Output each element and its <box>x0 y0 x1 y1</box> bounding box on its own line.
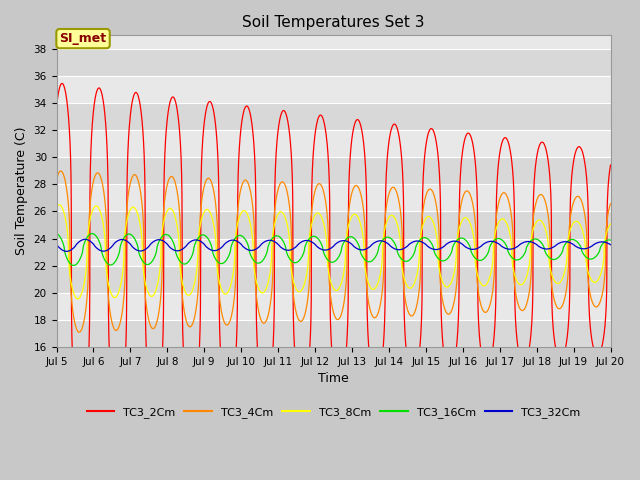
TC3_2Cm <box>58 81 66 86</box>
TC3_4Cm <box>149 326 157 332</box>
TC3_8Cm <box>52 204 60 210</box>
TC3_2Cm <box>607 162 614 168</box>
TC3_16Cm <box>149 258 157 264</box>
Bar <box>56 293 611 320</box>
Line: TC3_8Cm: TC3_8Cm <box>56 205 611 299</box>
TC3_8Cm <box>149 293 157 299</box>
TC3_32Cm <box>63 249 70 254</box>
TC3_32Cm <box>149 239 157 245</box>
TC3_16Cm <box>266 241 273 247</box>
TC3_8Cm <box>116 285 124 290</box>
TC3_16Cm <box>289 259 297 265</box>
Line: TC3_4Cm: TC3_4Cm <box>56 171 611 332</box>
TC3_4Cm <box>76 329 83 335</box>
Line: TC3_2Cm: TC3_2Cm <box>56 84 611 419</box>
TC3_2Cm <box>52 104 60 110</box>
TC3_16Cm <box>116 246 124 252</box>
Line: TC3_16Cm: TC3_16Cm <box>56 233 611 265</box>
TC3_32Cm <box>266 238 273 243</box>
TC3_32Cm <box>52 241 60 247</box>
TC3_4Cm <box>607 201 614 206</box>
TC3_16Cm <box>536 239 544 244</box>
TC3_4Cm <box>52 177 60 182</box>
TC3_4Cm <box>596 300 604 305</box>
TC3_2Cm <box>536 141 544 146</box>
Bar <box>56 130 611 157</box>
Y-axis label: Soil Temperature (C): Soil Temperature (C) <box>15 127 28 255</box>
TC3_2Cm <box>116 406 124 412</box>
Line: TC3_32Cm: TC3_32Cm <box>56 240 611 252</box>
TC3_4Cm <box>536 192 544 197</box>
TC3_32Cm <box>81 237 89 242</box>
TC3_4Cm <box>57 168 65 174</box>
TC3_16Cm <box>52 230 60 236</box>
TC3_4Cm <box>266 307 273 313</box>
TC3_16Cm <box>596 247 604 253</box>
Bar <box>56 103 611 130</box>
Bar <box>56 184 611 212</box>
Bar <box>56 157 611 184</box>
Title: Soil Temperatures Set 3: Soil Temperatures Set 3 <box>243 15 425 30</box>
TC3_2Cm <box>266 382 273 388</box>
TC3_8Cm <box>607 221 614 227</box>
TC3_32Cm <box>289 246 297 252</box>
TC3_8Cm <box>266 275 273 280</box>
TC3_2Cm <box>149 405 157 411</box>
TC3_32Cm <box>536 244 544 250</box>
TC3_4Cm <box>289 292 297 298</box>
TC3_4Cm <box>116 320 124 326</box>
Bar <box>56 36 611 49</box>
TC3_32Cm <box>596 239 604 245</box>
TC3_16Cm <box>70 263 77 268</box>
TC3_2Cm <box>289 314 297 320</box>
TC3_8Cm <box>536 217 544 223</box>
Bar <box>56 239 611 265</box>
Legend: TC3_2Cm, TC3_4Cm, TC3_8Cm, TC3_16Cm, TC3_32Cm: TC3_2Cm, TC3_4Cm, TC3_8Cm, TC3_16Cm, TC3… <box>82 402 585 422</box>
TC3_16Cm <box>607 237 614 243</box>
Bar <box>56 49 611 76</box>
TC3_8Cm <box>74 296 82 302</box>
TC3_32Cm <box>116 237 124 243</box>
X-axis label: Time: Time <box>318 372 349 385</box>
Bar <box>56 320 611 347</box>
TC3_2Cm <box>596 350 604 356</box>
TC3_8Cm <box>56 202 63 208</box>
Bar <box>56 76 611 103</box>
Bar <box>56 265 611 293</box>
Text: SI_met: SI_met <box>60 32 107 45</box>
TC3_2Cm <box>77 416 84 421</box>
TC3_32Cm <box>607 242 614 248</box>
TC3_8Cm <box>596 273 604 279</box>
TC3_8Cm <box>289 278 297 284</box>
Bar <box>56 212 611 239</box>
